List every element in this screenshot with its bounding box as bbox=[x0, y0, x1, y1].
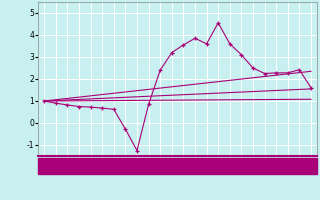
X-axis label: Windchill (Refroidissement éolien,°C): Windchill (Refroidissement éolien,°C) bbox=[97, 166, 259, 175]
